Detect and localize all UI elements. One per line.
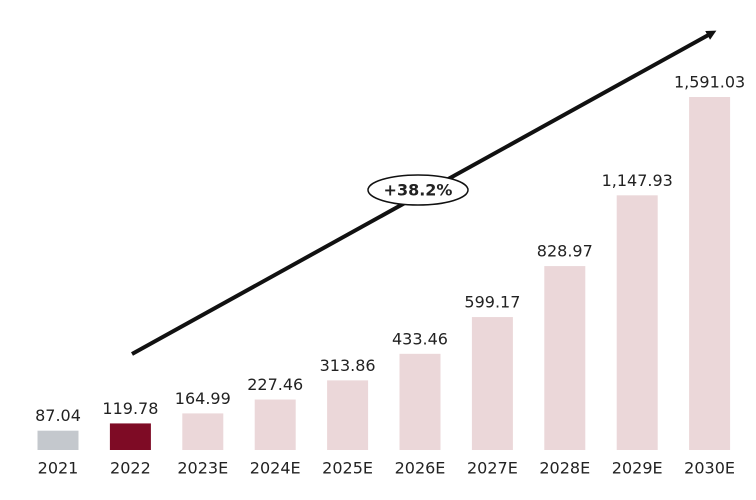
bar	[327, 380, 369, 450]
x-tick-label: 2023E	[177, 459, 228, 478]
bar	[544, 266, 586, 450]
x-tick-label: 2030E	[684, 459, 735, 478]
value-label: 227.46	[247, 375, 303, 394]
x-tick-label: 2024E	[250, 459, 301, 478]
bar	[254, 399, 296, 450]
bar	[182, 413, 224, 450]
value-label: 87.04	[35, 406, 81, 425]
bar	[616, 195, 658, 450]
annotation-bubble	[367, 174, 469, 206]
bar	[689, 97, 731, 450]
value-label: 1,147.93	[602, 171, 673, 190]
x-tick-label: 2027E	[467, 459, 518, 478]
x-tick-label: 2029E	[612, 459, 663, 478]
annotation: +38.2%	[384, 181, 453, 200]
x-tick-label: 2028E	[539, 459, 590, 478]
value-label: 313.86	[320, 356, 376, 375]
bar	[109, 423, 151, 450]
bar	[399, 353, 441, 450]
value-label: 433.46	[392, 329, 448, 348]
value-label: 828.97	[537, 242, 593, 261]
x-tick-label: 2025E	[322, 459, 373, 478]
value-label: 119.78	[102, 399, 158, 418]
x-tick-label: 2026E	[395, 459, 446, 478]
value-label: 1,591.03	[674, 73, 745, 92]
value-label: 164.99	[175, 389, 231, 408]
value-label: 599.17	[464, 293, 520, 312]
x-tick-label: 2021	[38, 459, 79, 478]
bar	[471, 317, 513, 450]
x-tick-label: 2022	[110, 459, 151, 478]
bar	[37, 430, 79, 450]
